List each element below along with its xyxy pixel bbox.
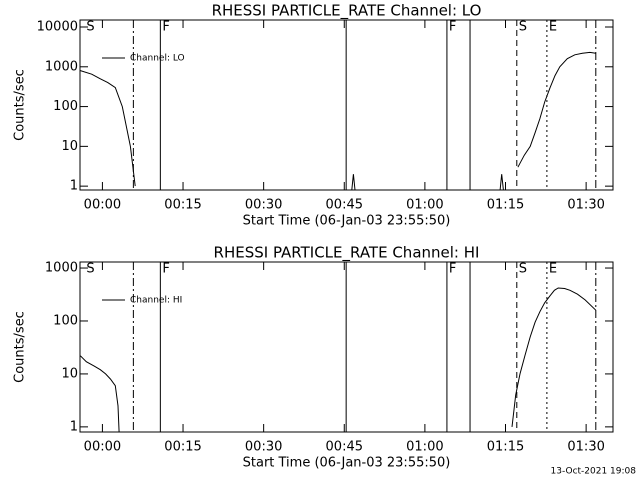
x-tick-label: 00:30	[245, 198, 282, 213]
x-tick-label: 01:30	[567, 198, 604, 213]
marker-label: S	[86, 262, 94, 277]
marker-label: F	[449, 20, 456, 35]
y-tick-label: 1	[70, 419, 78, 434]
x-axis-label: Start Time (06-Jan-03 23:55:50)	[243, 214, 451, 229]
y-axis-label: Counts/sec	[13, 69, 28, 141]
x-tick-label: 00:00	[84, 198, 121, 213]
x-tick-label: 00:45	[326, 198, 363, 213]
marker-label: S	[519, 262, 527, 277]
legend-label: Channel: HI	[130, 296, 182, 306]
x-tick-label: 01:15	[487, 440, 524, 455]
chart-title: RHESSI PARTICLE_RATE Channel: LO	[212, 2, 482, 21]
marker-label: E	[549, 262, 557, 277]
data-line	[80, 287, 597, 432]
marker-label: S	[86, 20, 94, 35]
x-tick-label: 00:00	[84, 440, 121, 455]
y-tick-label: 10	[61, 366, 78, 381]
y-tick-label: 100	[53, 313, 78, 328]
chart-title: RHESSI PARTICLE_RATE Channel: HI	[214, 244, 480, 263]
y-tick-label: 1000	[45, 261, 78, 276]
marker-label: E	[549, 20, 557, 35]
y-tick-label: 10	[61, 139, 78, 154]
x-tick-label: 01:15	[487, 198, 524, 213]
marker-label: S	[519, 20, 527, 35]
x-tick-label: 00:15	[164, 440, 201, 455]
y-tick-label: 1	[70, 179, 78, 194]
footer: 13-Oct-2021 19:08	[551, 467, 637, 477]
x-tick-label: 01:00	[406, 198, 443, 213]
y-tick-label: 100	[53, 99, 78, 114]
y-tick-label: 10000	[37, 20, 78, 35]
x-tick-label: 00:30	[245, 440, 282, 455]
y-axis-label: Counts/sec	[13, 311, 28, 383]
marker-label: F	[162, 20, 169, 35]
data-line	[80, 51, 596, 190]
legend-label: Channel: LO	[130, 54, 185, 64]
x-tick-label: 01:30	[567, 440, 604, 455]
marker-label: F	[449, 262, 456, 277]
x-tick-label: 00:45	[326, 440, 363, 455]
x-tick-label: 00:15	[164, 198, 201, 213]
x-axis-label: Start Time (06-Jan-03 23:55:50)	[243, 456, 451, 471]
marker-label: F	[162, 262, 169, 277]
x-tick-label: 01:00	[406, 440, 443, 455]
y-tick-label: 1000	[45, 59, 78, 74]
